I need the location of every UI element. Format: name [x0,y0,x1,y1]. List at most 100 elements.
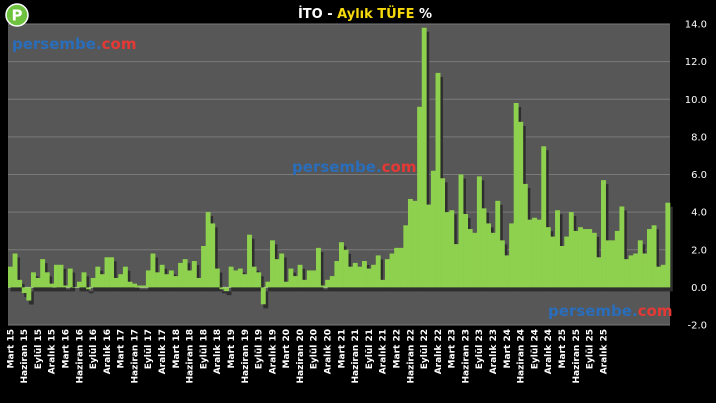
bar-shadow [286,285,292,292]
bar [44,272,50,288]
bar [587,229,593,288]
bar-shadow [382,283,388,292]
bar [458,174,464,288]
x-tick-label: Aralık 23 [489,329,499,374]
bar [384,259,390,288]
bar [550,236,556,288]
bar [283,281,289,288]
x-tick-label: Eylül 15 [34,329,44,369]
bar-shadow [70,272,76,292]
x-axis-ticks: Mart 15 Haziran 15 Eylül 15 Aralık 15 Mart 1… [6,329,609,384]
bar [141,285,147,288]
bar-shadow [226,291,232,296]
bar [656,266,662,288]
x-tick-label: Haziran 23 [461,329,471,384]
y-tick-label: 12.0 [685,57,707,68]
x-tick-label: Mart 20 [282,329,292,368]
bar [665,202,671,288]
bar [99,274,105,288]
bar [624,259,629,288]
bar [389,253,395,288]
bar [265,281,271,288]
x-tick-label: Haziran 17 [130,329,140,384]
x-tick-label: Mart 19 [227,329,237,368]
bar [660,264,666,288]
x-tick-label: Eylül 17 [144,329,154,369]
bar [136,285,142,288]
bar [481,208,487,288]
bar-shadow [61,268,66,292]
x-tick-label: Aralık 21 [379,329,389,374]
bar [26,287,32,301]
title-part-2: Aylık TÜFE [337,6,414,22]
bar-shadow [267,285,273,292]
x-tick-label: Haziran 22 [406,329,416,384]
bar [329,276,335,288]
bar [518,121,524,288]
y-tick-label: 0.0 [691,283,707,294]
bar-shadow [84,276,89,292]
bar [12,253,18,288]
bar-shadow [134,287,140,292]
bar [467,229,473,288]
bar [555,210,560,288]
bar-shadow [304,283,310,292]
bar [541,146,547,288]
bar [95,266,101,288]
bar [334,261,340,288]
bar [297,264,303,288]
bar [168,270,174,288]
bar [325,279,331,288]
bar [578,227,583,288]
watermark-center: persembe.com [292,158,416,176]
x-tick-label: Mart 18 [172,329,182,368]
x-tick-label: Haziran 19 [241,329,251,384]
bar-shadow [543,150,549,292]
bar [417,106,423,288]
logo-circle-icon [5,3,29,27]
bar [495,200,501,288]
bar-shadow [130,285,135,292]
x-tick-label: Haziran 24 [517,329,527,384]
bar-shadow [221,291,227,294]
bar [361,261,367,288]
x-tick-label: Aralık 16 [103,329,113,374]
bar [274,259,280,288]
bar [453,244,459,288]
bar [564,236,570,288]
title-part-1: İTO - [298,6,337,22]
bar-shadow [139,289,145,292]
bar [601,180,606,288]
bar-shadow [667,206,673,292]
bar [288,268,294,288]
x-tick-label: Aralık 18 [213,329,223,374]
watermark-bottom-right: persembe.com [548,302,672,320]
bar [104,257,110,288]
bar [228,266,234,288]
title-part-3: % [414,7,432,22]
bar [256,272,262,288]
bar [182,259,188,288]
bar [53,264,59,288]
bar [173,276,179,288]
watermark-part-2: com [102,35,137,53]
bar [159,264,165,288]
x-tick-label: Eylül 22 [420,329,430,369]
bar [449,210,455,288]
x-tick-label: Haziran 15 [20,329,30,384]
bar [619,206,625,288]
bar [536,219,542,288]
y-tick-label: 6.0 [691,170,707,181]
bar [591,232,597,288]
chart-title: İTO - Aylık TÜFE % [298,6,432,22]
bar [504,255,510,288]
bar [72,287,78,288]
y-tick-label: 2.0 [691,245,707,256]
x-tick-label: Eylül 16 [89,329,99,369]
bar [407,198,413,288]
bar [513,103,519,288]
bar [247,234,252,288]
bar [164,274,170,288]
bar [306,270,312,288]
